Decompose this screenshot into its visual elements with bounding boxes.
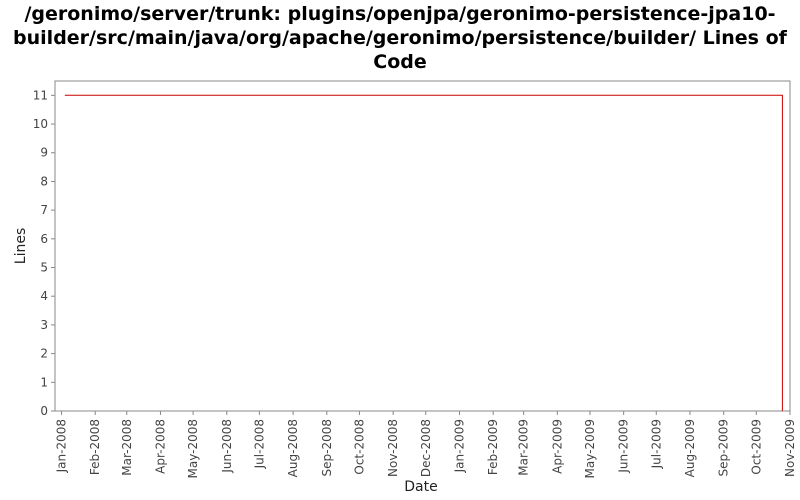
x-tick-label: Jun-2009	[617, 419, 631, 474]
x-tick-label: Sep-2009	[717, 419, 731, 477]
x-tick-label: Jan-2008	[55, 419, 69, 473]
y-tick-label: 9	[40, 146, 48, 160]
x-tick-label: Aug-2008	[286, 419, 300, 477]
x-tick-label: Feb-2009	[486, 419, 500, 475]
y-axis-label: Lines	[13, 228, 29, 264]
x-tick-label: Mar-2009	[517, 419, 531, 476]
y-tick-label: 0	[40, 404, 48, 418]
x-tick-label: Mar-2008	[120, 419, 134, 476]
x-tick-label: Feb-2008	[88, 419, 102, 475]
x-tick-label: Aug-2009	[683, 419, 697, 477]
plot-frame	[54, 80, 791, 412]
x-tick-label: Jul-2009	[649, 419, 663, 469]
y-tick-label: 4	[40, 289, 48, 303]
x-axis: Jan-2008 Feb-2008 Mar-2008 Apr-2008 May-2008…	[55, 411, 797, 478]
series-line	[64, 94, 783, 411]
y-tick-label: 2	[40, 347, 48, 361]
x-tick-label: Nov-2008	[386, 419, 400, 477]
x-tick-label: Nov-2009	[783, 419, 797, 477]
x-axis-label: Date	[404, 479, 437, 495]
y-tick-label: 5	[40, 261, 48, 275]
x-tick-label: Jan-2009	[452, 419, 466, 473]
x-tick-label: May-2008	[186, 419, 200, 478]
y-tick-label: 6	[40, 232, 48, 246]
x-tick-label: Jun-2008	[220, 419, 234, 474]
y-axis: 0 1 2 3 4 5 6 7 8 9 10 11	[33, 88, 55, 418]
x-tick-label: Apr-2008	[153, 419, 167, 474]
y-tick-label: 7	[40, 203, 48, 217]
y-tick-label: 3	[40, 318, 48, 332]
x-tick-label: Oct-2008	[352, 419, 366, 475]
y-tick-label: 8	[40, 174, 48, 188]
x-tick-label: Jul-2008	[252, 419, 266, 469]
y-tick-label: 11	[33, 88, 48, 102]
x-tick-label: May-2009	[583, 419, 597, 478]
y-tick-label: 1	[40, 375, 48, 389]
x-tick-label: Oct-2009	[749, 419, 763, 475]
x-tick-label: Sep-2008	[320, 419, 334, 477]
chart-title: /geronimo/server/trunk: plugins/openjpa/…	[13, 3, 787, 73]
y-tick-label: 10	[33, 117, 48, 131]
x-tick-label: Dec-2008	[419, 419, 433, 477]
series-group	[64, 94, 783, 411]
x-tick-label: Apr-2009	[550, 419, 564, 474]
